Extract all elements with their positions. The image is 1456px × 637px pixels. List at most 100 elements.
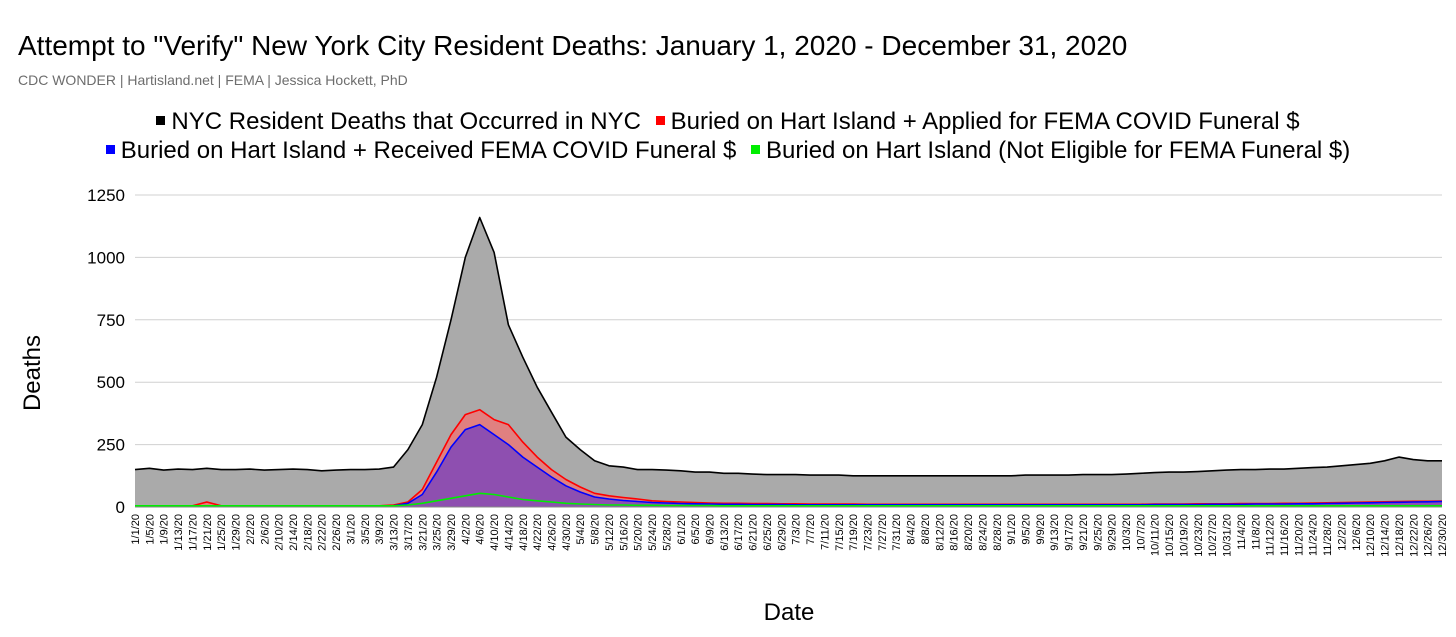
x-tick-label: 12/22/20 (1408, 514, 1420, 557)
x-tick-label: 11/8/20 (1250, 514, 1262, 550)
y-tick-label: 500 (97, 373, 125, 392)
x-tick-label: 12/2/20 (1337, 514, 1349, 551)
x-tick-label: 2/10/20 (274, 514, 286, 551)
x-tick-label: 10/7/20 (1135, 514, 1147, 551)
legend-row-2: Buried on Hart Island + Received FEMA CO… (0, 137, 1456, 165)
x-tick-label: 12/18/20 (1394, 514, 1406, 557)
x-tick-label: 9/9/20 (1035, 514, 1047, 545)
x-tick-label: 3/17/20 (403, 514, 415, 551)
x-tick-label: 1/9/20 (159, 514, 171, 545)
x-tick-label: 9/21/20 (1078, 514, 1090, 551)
x-tick-label: 4/18/20 (518, 514, 530, 551)
x-axis-title: Date (764, 599, 815, 626)
x-tick-label: 8/4/20 (906, 514, 918, 545)
x-tick-label: 1/29/20 (231, 514, 243, 551)
data-areas (134, 216, 1443, 508)
x-tick-label: 3/29/20 (446, 514, 458, 551)
legend-item-fema-applied: Buried on Hart Island + Applied for FEMA… (655, 108, 1300, 136)
x-tick-label: 1/17/20 (188, 514, 200, 551)
x-tick-label: 4/10/20 (489, 514, 501, 551)
x-tick-label: 9/17/20 (1064, 514, 1076, 551)
x-tick-label: 9/25/20 (1092, 514, 1104, 551)
y-tick-label: 1000 (87, 248, 125, 267)
x-tick-label: 2/6/20 (259, 514, 271, 545)
legend-swatch (751, 145, 761, 154)
x-tick-label: 1/21/20 (202, 514, 214, 551)
chart-title: Attempt to "Verify" New York City Reside… (18, 30, 1128, 61)
x-tick-label: 11/16/20 (1279, 514, 1291, 556)
x-tick-label: 2/18/20 (302, 514, 314, 551)
x-tick-label: 12/10/20 (1365, 514, 1377, 557)
x-tick-label: 5/24/20 (647, 514, 659, 551)
x-tick-label: 7/31/20 (891, 514, 903, 551)
x-tick-label: 10/15/20 (1164, 514, 1176, 557)
x-tick-label: 11/4/20 (1236, 514, 1248, 550)
legend-label: NYC Resident Deaths that Occurred in NYC (171, 108, 641, 135)
x-tick-label: 5/16/20 (618, 514, 630, 551)
x-tick-label: 10/11/20 (1150, 514, 1162, 556)
x-tick-label: 3/13/20 (389, 514, 401, 551)
legend-swatch (105, 145, 115, 154)
legend-item-fema-received: Buried on Hart Island + Received FEMA CO… (105, 137, 737, 165)
x-tick-label: 11/28/20 (1322, 514, 1334, 556)
x-tick-label: 1/5/20 (144, 514, 156, 545)
series-line-0 (134, 216, 1442, 477)
x-tick-label: 8/8/20 (920, 514, 932, 545)
series-area-0 (135, 217, 1442, 507)
x-tick-label: 6/29/20 (776, 514, 788, 551)
chart-subtitle: CDC WONDER | Hartisland.net | FEMA | Jes… (18, 72, 408, 88)
x-tick-label: 1/13/20 (173, 514, 185, 551)
x-tick-label: 3/1/20 (345, 514, 357, 545)
x-tick-label: 3/9/20 (374, 514, 386, 545)
x-tick-label: 7/15/20 (834, 514, 846, 551)
x-tick-label: 12/14/20 (1380, 514, 1392, 557)
x-tick-label: 1/25/20 (216, 514, 228, 551)
x-tick-label: 6/13/20 (719, 514, 731, 551)
x-tick-label: 9/5/20 (1021, 514, 1033, 545)
x-tick-label: 7/27/20 (877, 514, 889, 551)
legend-row-1: NYC Resident Deaths that Occurred in NYC… (0, 108, 1456, 136)
x-tick-label: 1/1/20 (130, 514, 142, 545)
x-tick-label: 7/19/20 (848, 514, 860, 551)
x-tick-label: 2/22/20 (317, 514, 329, 551)
x-tick-label: 7/23/20 (863, 514, 875, 551)
y-tick-label: 1250 (87, 186, 125, 205)
x-tick-label: 3/5/20 (360, 514, 372, 545)
x-tick-label: 2/14/20 (288, 514, 300, 551)
x-tick-label: 9/29/20 (1107, 514, 1119, 551)
x-tick-label: 4/14/20 (503, 514, 515, 551)
legend-swatch (156, 116, 166, 125)
x-tick-label: 6/5/20 (690, 514, 702, 545)
legend-item-not-eligible: Buried on Hart Island (Not Eligible for … (751, 137, 1350, 165)
x-tick-label: 5/20/20 (633, 514, 645, 551)
x-tick-label: 10/27/20 (1207, 514, 1219, 557)
x-tick-label: 12/6/20 (1351, 514, 1363, 551)
axes: 0 250 500 750 1000 1250 1/1/20 1/5/20 1/9/20 1/13… (87, 186, 1449, 557)
x-tick-label: 6/9/20 (705, 514, 717, 545)
legend-label: Buried on Hart Island + Received FEMA CO… (120, 137, 737, 164)
x-tick-label: 8/20/20 (963, 514, 975, 551)
x-tick-label: 4/30/20 (561, 514, 573, 551)
legend-item-nyc-deaths: NYC Resident Deaths that Occurred in NYC (156, 108, 641, 136)
x-tick-label: 5/4/20 (575, 514, 587, 545)
x-tick-label: 7/3/20 (791, 514, 803, 545)
x-tick-label: 11/12/20 (1265, 514, 1277, 556)
x-tick-label: 6/21/20 (748, 514, 760, 551)
x-tick-label: 10/23/20 (1193, 514, 1205, 557)
x-tick-label: 5/12/20 (604, 514, 616, 551)
x-tick-label: 3/25/20 (432, 514, 444, 551)
x-tick-label: 4/26/20 (547, 514, 559, 551)
x-tick-label: 6/17/20 (733, 514, 745, 551)
y-axis-title: Deaths (19, 335, 46, 411)
y-tick-label: 750 (97, 311, 125, 330)
series-area-2 (135, 424, 1442, 507)
x-tick-label: 12/26/20 (1423, 514, 1435, 557)
legend-label: Buried on Hart Island (Not Eligible for … (766, 137, 1351, 164)
legend-swatch (655, 116, 665, 125)
x-tick-label: 2/26/20 (331, 514, 343, 551)
x-tick-label: 8/16/20 (949, 514, 961, 551)
x-tick-label: 4/2/20 (460, 514, 472, 545)
x-tick-label: 10/3/20 (1121, 514, 1133, 551)
x-tick-label: 5/28/20 (661, 514, 673, 551)
